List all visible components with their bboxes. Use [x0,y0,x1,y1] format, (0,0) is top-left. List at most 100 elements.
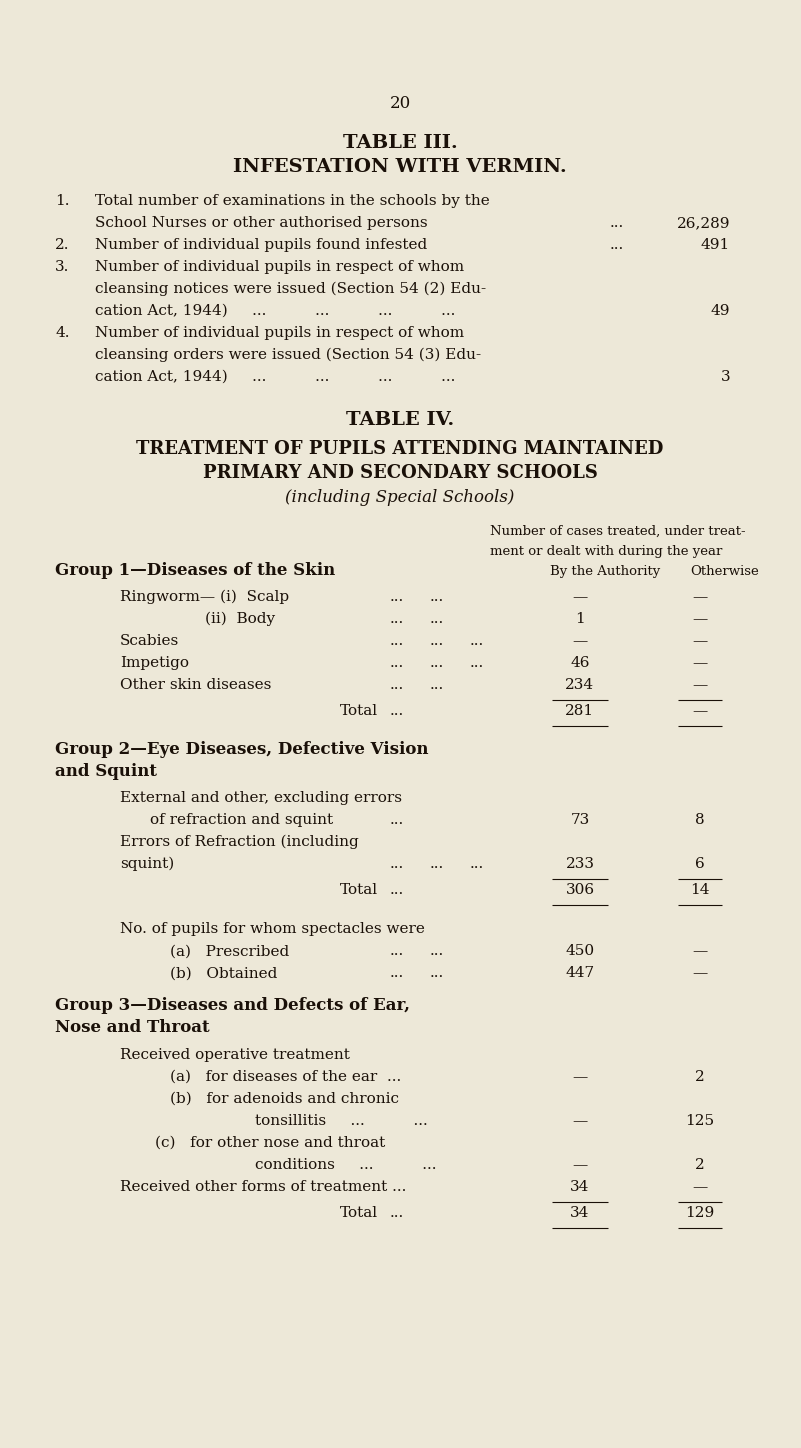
Text: 306: 306 [566,883,594,898]
Text: —: — [692,704,707,718]
Text: Number of individual pupils in respect of whom: Number of individual pupils in respect o… [95,326,464,340]
Text: —: — [573,1070,588,1083]
Text: External and other, excluding errors: External and other, excluding errors [120,792,402,805]
Text: No. of pupils for whom spectacles were: No. of pupils for whom spectacles were [120,922,425,937]
Text: (b)   Obtained: (b) Obtained [170,966,277,980]
Text: (a)   Prescribed: (a) Prescribed [170,944,289,959]
Text: Number of individual pupils in respect of whom: Number of individual pupils in respect o… [95,261,464,274]
Text: ...: ... [430,589,445,604]
Text: cation Act, 1944)     ...          ...          ...          ...: cation Act, 1944) ... ... ... ... [95,304,456,319]
Text: —: — [692,634,707,649]
Text: INFESTATION WITH VERMIN.: INFESTATION WITH VERMIN. [233,158,567,177]
Text: Scabies: Scabies [120,634,179,649]
Text: ...: ... [390,589,405,604]
Text: 125: 125 [686,1114,714,1128]
Text: —: — [692,589,707,604]
Text: 281: 281 [566,704,594,718]
Text: Total: Total [340,704,378,718]
Text: 1.: 1. [55,194,70,209]
Text: ...: ... [610,216,624,230]
Text: Nose and Throat: Nose and Throat [55,1019,210,1037]
Text: —: — [573,1114,588,1128]
Text: 4.: 4. [55,326,70,340]
Text: —: — [692,944,707,959]
Text: —: — [692,1180,707,1193]
Text: 234: 234 [566,678,594,692]
Text: (ii)  Body: (ii) Body [205,611,275,626]
Text: ...: ... [610,237,624,252]
Text: ...: ... [390,634,405,649]
Text: 2.: 2. [55,237,70,252]
Text: conditions     ...          ...: conditions ... ... [255,1158,437,1171]
Text: 46: 46 [570,656,590,670]
Text: PRIMARY AND SECONDARY SCHOOLS: PRIMARY AND SECONDARY SCHOOLS [203,463,598,482]
Text: ...: ... [390,857,405,872]
Text: ...: ... [470,634,485,649]
Text: 49: 49 [710,304,730,319]
Text: (a)   for diseases of the ear  ...: (a) for diseases of the ear ... [170,1070,401,1083]
Text: 1: 1 [575,613,585,626]
Text: ...: ... [390,814,405,827]
Text: —: — [692,678,707,692]
Text: —: — [573,634,588,649]
Text: Total: Total [340,883,378,898]
Text: tonsillitis     ...          ...: tonsillitis ... ... [255,1114,428,1128]
Text: Impetigo: Impetigo [120,656,189,670]
Text: 34: 34 [570,1180,590,1193]
Text: ...: ... [430,966,445,980]
Text: 14: 14 [690,883,710,898]
Text: of refraction and squint: of refraction and squint [150,814,333,827]
Text: —: — [573,589,588,604]
Text: ...: ... [390,678,405,692]
Text: squint): squint) [120,857,175,872]
Text: 73: 73 [570,814,590,827]
Text: ...: ... [430,678,445,692]
Text: (c)   for other nose and throat: (c) for other nose and throat [155,1135,385,1150]
Text: Received other forms of treatment ...: Received other forms of treatment ... [120,1180,406,1193]
Text: ...: ... [390,883,405,898]
Text: 491: 491 [701,237,730,252]
Text: TREATMENT OF PUPILS ATTENDING MAINTAINED: TREATMENT OF PUPILS ATTENDING MAINTAINED [136,440,664,458]
Text: 2: 2 [695,1070,705,1083]
Text: ...: ... [390,656,405,670]
Text: Group 1—Diseases of the Skin: Group 1—Diseases of the Skin [55,562,336,579]
Text: School Nurses or other authorised persons: School Nurses or other authorised person… [95,216,428,230]
Text: ...: ... [470,857,485,872]
Text: By the Authority: By the Authority [550,565,660,578]
Text: 2: 2 [695,1158,705,1171]
Text: ment or dealt with during the year: ment or dealt with during the year [490,544,723,557]
Text: cation Act, 1944)     ...          ...          ...          ...: cation Act, 1944) ... ... ... ... [95,371,456,384]
Text: Group 3—Diseases and Defects of Ear,: Group 3—Diseases and Defects of Ear, [55,998,410,1015]
Text: ...: ... [430,634,445,649]
Text: 129: 129 [686,1206,714,1219]
Text: Errors of Refraction (including: Errors of Refraction (including [120,835,359,850]
Text: TABLE IV.: TABLE IV. [346,411,454,429]
Text: ...: ... [430,656,445,670]
Text: ...: ... [430,857,445,872]
Text: —: — [692,656,707,670]
Text: Ringworm— (i)  Scalp: Ringworm— (i) Scalp [120,589,289,604]
Text: 6: 6 [695,857,705,872]
Text: 233: 233 [566,857,594,872]
Text: ...: ... [390,966,405,980]
Text: 20: 20 [389,96,411,111]
Text: 447: 447 [566,966,594,980]
Text: Total: Total [340,1206,378,1219]
Text: —: — [573,1158,588,1171]
Text: cleansing orders were issued (Section 54 (3) Edu-: cleansing orders were issued (Section 54… [95,348,481,362]
Text: 26,289: 26,289 [677,216,730,230]
Text: 8: 8 [695,814,705,827]
Text: ...: ... [390,1206,405,1219]
Text: ...: ... [390,613,405,626]
Text: 3: 3 [720,371,730,384]
Text: Received operative treatment: Received operative treatment [120,1048,350,1061]
Text: (including Special Schools): (including Special Schools) [285,489,515,505]
Text: Number of individual pupils found infested: Number of individual pupils found infest… [95,237,427,252]
Text: cleansing notices were issued (Section 54 (2) Edu-: cleansing notices were issued (Section 5… [95,281,486,295]
Text: ...: ... [430,613,445,626]
Text: Group 2—Eye Diseases, Defective Vision: Group 2—Eye Diseases, Defective Vision [55,741,429,757]
Text: ...: ... [430,944,445,959]
Text: 3.: 3. [55,261,70,274]
Text: 34: 34 [570,1206,590,1219]
Text: 450: 450 [566,944,594,959]
